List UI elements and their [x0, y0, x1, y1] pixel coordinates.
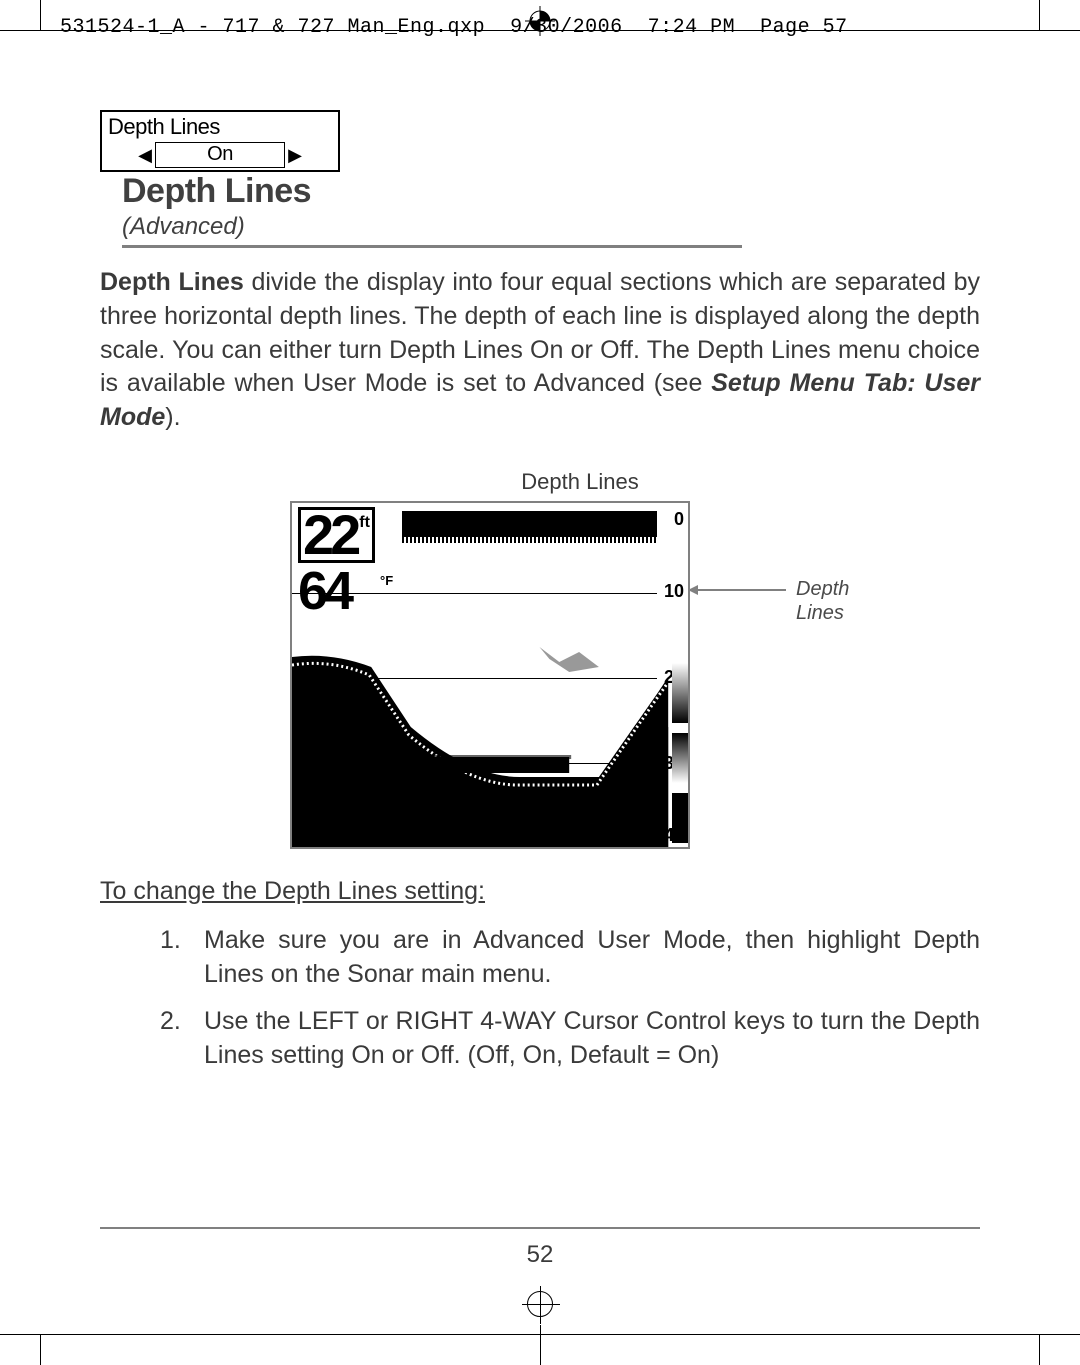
list-item: 2. Use the LEFT or RIGHT 4-WAY Cursor Co…	[160, 1005, 980, 1073]
step-text: Make sure you are in Advanced User Mode,…	[204, 924, 980, 992]
arrow-left-icon: ◀	[135, 145, 155, 166]
crop-mark	[40, 1335, 41, 1365]
callout-arrow-icon	[696, 589, 786, 591]
title-block: Depth Lines (Advanced)	[122, 172, 742, 248]
sonar-bottom-contour	[292, 647, 688, 847]
temp-value: 64	[298, 567, 350, 616]
sonar-figure: 22 ft 64 °F 0 10 20 30 40	[190, 501, 890, 849]
register-mark-icon	[525, 6, 555, 36]
page-title: Depth Lines	[122, 172, 742, 211]
crop-mark	[1039, 1335, 1040, 1365]
sonar-surface-noise	[402, 511, 657, 537]
step-number: 2.	[160, 1005, 204, 1073]
temp-unit: °F	[380, 573, 393, 588]
depth-value: 22	[303, 510, 357, 560]
section-heading: To change the Depth Lines setting:	[100, 877, 980, 906]
list-item: 1. Make sure you are in Advanced User Mo…	[160, 924, 980, 992]
depth-line	[292, 593, 657, 594]
menu-widget-control: ◀ On ▶	[102, 142, 338, 170]
step-text: Use the LEFT or RIGHT 4-WAY Cursor Contr…	[204, 1005, 980, 1073]
crop-mark	[40, 0, 41, 30]
step-number: 1.	[160, 924, 204, 992]
body-paragraph: Depth Lines divide the display into four…	[100, 266, 980, 435]
title-underline	[122, 245, 742, 248]
scale-label: 10	[664, 581, 684, 602]
sonar-display: 22 ft 64 °F 0 10 20 30 40	[290, 501, 690, 849]
depth-readout: 22 ft	[298, 507, 375, 563]
page-subtitle: (Advanced)	[122, 213, 742, 241]
menu-widget-value: On	[155, 142, 285, 168]
arrow-right-icon: ▶	[285, 145, 305, 166]
menu-widget-title: Depth Lines	[102, 112, 338, 142]
menu-widget: Depth Lines ◀ On ▶	[100, 110, 340, 172]
steps-list: 1. Make sure you are in Advanced User Mo…	[160, 924, 980, 1073]
footer-divider	[100, 1227, 980, 1229]
callout-label: DepthLines	[796, 577, 849, 625]
scale-label: 0	[674, 509, 684, 530]
register-mark-icon	[527, 1304, 553, 1365]
figure-caption: Depth Lines	[180, 469, 980, 495]
crop-mark	[1039, 0, 1040, 30]
header-filename: 531524-1_A - 717 & 727 Man_Eng.qxp 9/30/…	[60, 16, 848, 39]
depth-unit: ft	[359, 514, 370, 532]
page-number: 52	[0, 1241, 1080, 1269]
